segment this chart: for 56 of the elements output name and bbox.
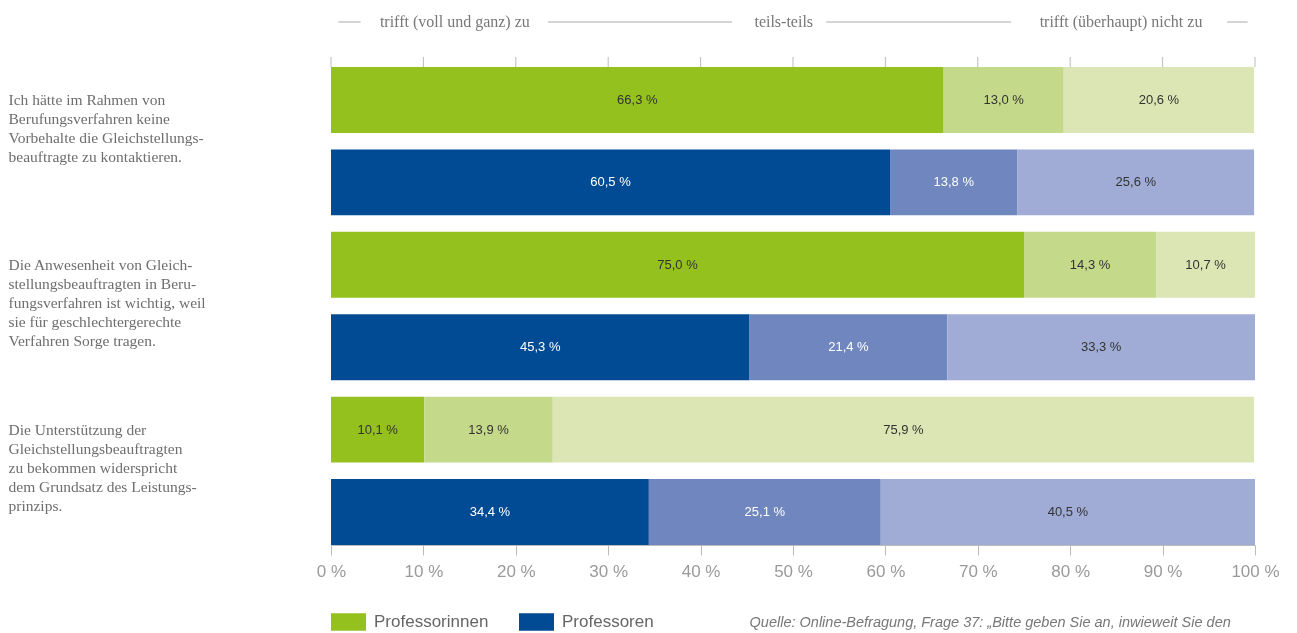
bar [880, 479, 1255, 545]
bar [749, 314, 948, 381]
x-tick-label: 80 % [1051, 561, 1091, 581]
bar [947, 314, 1255, 381]
bar [1024, 231, 1157, 298]
bar [331, 67, 944, 133]
data-label: 25,6 % [1115, 174, 1157, 190]
bar [331, 314, 750, 381]
bar [331, 479, 649, 545]
data-label: 21,4 % [828, 339, 870, 355]
data-label: 14,3 % [1069, 256, 1111, 272]
data-label: 13,9 % [468, 421, 510, 437]
data-label: 25,1 % [744, 504, 786, 520]
x-tick-label: 20 % [496, 561, 536, 581]
data-label: 13,0 % [983, 91, 1025, 107]
bar [1063, 67, 1255, 133]
data-label: 10,7 % [1185, 256, 1227, 272]
bar [331, 396, 425, 463]
x-tick-label: 10 % [404, 561, 444, 581]
x-tick-label: 40 % [681, 561, 721, 581]
data-label: 34,4 % [469, 504, 511, 520]
data-label: 40,5 % [1047, 504, 1089, 520]
data-label: 20,6 % [1138, 91, 1180, 107]
x-tick-label: 70 % [958, 561, 998, 581]
bar [1017, 149, 1255, 216]
data-label: 60,5 % [590, 174, 632, 190]
y-tick-label: Die Anwesenheit von Gleich- stellungsbeauftragten in Beru- fungsverfahren ist wichtig, weil sie für geschlechtergerechte Verfahren Sorge tragen. [8, 255, 206, 349]
data-label: 13,8 % [933, 174, 975, 190]
data-label: 75,9 % [883, 421, 925, 437]
bar [943, 67, 1064, 133]
source-note: Quelle: Online-Befragung, Frage 37: „Bitte geben Sie an, inwieweit Sie den [749, 614, 1231, 630]
data-label: 33,3 % [1080, 339, 1122, 355]
bar [331, 231, 1024, 298]
x-tick-label: 0 % [316, 561, 347, 581]
x-tick-label: 50 % [774, 561, 813, 581]
y-tick-label: Ich hätte im Rahmen von Berufungsverfahren keine Vorbehalte die Gleichstellungs- beauftragte zu kontaktieren. [8, 90, 204, 165]
y-tick-label: Die Unterstützung der Gleichstellungsbeauftragten zu bekommen widerspricht dem Grundsatz des Leistungs- prinzips. [8, 420, 197, 514]
data-label: 45,3 % [520, 339, 561, 355]
x-tick-label: 60 % [866, 561, 906, 581]
legend-label: Professorinnen [374, 611, 489, 631]
data-label: 10,1 % [357, 421, 399, 437]
text: teils-teils [754, 13, 814, 30]
text: trifft (überhaupt) nicht zu [1039, 13, 1203, 31]
bar [1156, 231, 1255, 298]
bar [890, 149, 1018, 216]
text: trifft (voll und ganz) zu [379, 13, 530, 31]
data-label: 75,0 % [657, 256, 699, 272]
bar [331, 149, 891, 216]
bar [552, 396, 1255, 463]
x-tick-label: 100 % [1231, 561, 1280, 581]
x-tick-label: 30 % [589, 561, 629, 581]
legend-label: Professoren [562, 611, 654, 631]
x-tick-label: 90 % [1143, 561, 1183, 581]
bar [424, 396, 553, 463]
data-label: 66,3 % [617, 91, 658, 107]
bar [648, 479, 881, 545]
